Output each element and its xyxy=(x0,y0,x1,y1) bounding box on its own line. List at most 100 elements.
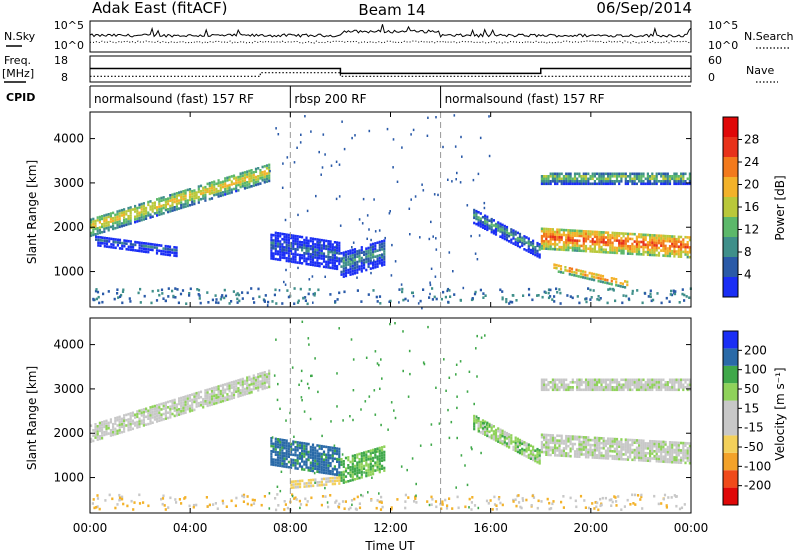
cell xyxy=(283,246,286,249)
cell xyxy=(656,292,659,295)
cell xyxy=(213,389,216,392)
cell xyxy=(604,452,607,455)
cell xyxy=(301,320,304,323)
cell xyxy=(248,183,251,186)
cell xyxy=(565,437,568,440)
cell xyxy=(306,382,309,386)
cell xyxy=(171,206,174,210)
cell xyxy=(353,261,357,264)
cell xyxy=(578,381,581,384)
cell xyxy=(151,245,154,249)
cell xyxy=(640,378,643,382)
cell xyxy=(127,418,130,421)
cell xyxy=(118,423,121,427)
cell xyxy=(197,190,200,194)
cell xyxy=(268,507,271,510)
cell xyxy=(294,483,297,486)
y-tick-label: 1000 xyxy=(53,265,84,279)
cell xyxy=(216,507,219,510)
cell xyxy=(447,300,450,304)
cell xyxy=(294,480,297,483)
cell xyxy=(129,412,132,415)
cell xyxy=(123,208,126,211)
cell xyxy=(544,291,547,294)
cell xyxy=(314,446,317,450)
cell xyxy=(638,456,641,459)
cell xyxy=(580,445,583,449)
cell xyxy=(554,388,557,392)
cell xyxy=(688,457,691,460)
cell xyxy=(260,503,263,507)
cell xyxy=(584,235,588,238)
cell xyxy=(494,230,498,234)
cell xyxy=(666,252,669,255)
cell xyxy=(624,232,627,235)
cell xyxy=(268,382,271,386)
cell xyxy=(602,437,605,440)
cell xyxy=(283,444,286,447)
cell xyxy=(98,218,101,221)
cell xyxy=(129,240,132,243)
cell xyxy=(224,383,227,386)
cell xyxy=(129,248,132,252)
cell xyxy=(652,298,655,302)
cell xyxy=(569,442,572,446)
cell xyxy=(188,193,192,196)
cell xyxy=(389,299,392,303)
cell xyxy=(598,245,601,249)
cell xyxy=(294,464,297,467)
cell xyxy=(147,211,150,214)
cell xyxy=(142,212,145,216)
cell xyxy=(95,297,98,301)
cell xyxy=(309,456,312,459)
cell xyxy=(178,413,181,416)
cell xyxy=(237,181,240,184)
cell xyxy=(584,445,588,449)
cell xyxy=(213,394,216,398)
cell xyxy=(272,450,275,453)
cell xyxy=(576,241,579,245)
cell xyxy=(668,182,672,186)
cell xyxy=(668,240,672,243)
cell xyxy=(618,249,621,252)
cell xyxy=(662,239,665,243)
cell xyxy=(369,254,372,257)
cell xyxy=(618,180,621,183)
cell xyxy=(545,438,548,442)
cell xyxy=(600,446,603,450)
cell xyxy=(132,243,135,246)
cell xyxy=(120,214,123,217)
cell xyxy=(626,378,630,382)
cell xyxy=(101,225,104,229)
cell xyxy=(287,460,290,464)
cell xyxy=(128,297,131,300)
cell xyxy=(576,239,579,242)
cpid-panel: CPID normalsound (fast) 157 RF rbsp 200 R… xyxy=(6,85,691,108)
cell xyxy=(508,433,511,436)
cell xyxy=(402,298,405,302)
cell xyxy=(549,386,552,389)
cell xyxy=(372,242,375,246)
cell xyxy=(318,241,321,244)
cell xyxy=(680,383,683,387)
cell xyxy=(599,277,602,280)
cell xyxy=(327,240,330,243)
cell xyxy=(404,506,407,510)
cell xyxy=(171,248,174,252)
cell xyxy=(602,180,605,183)
power-cells xyxy=(90,112,692,310)
cell xyxy=(309,445,312,449)
cell xyxy=(311,448,315,452)
cell xyxy=(275,302,278,305)
cell xyxy=(499,225,502,228)
cell xyxy=(120,211,123,215)
cell xyxy=(283,454,286,458)
cell xyxy=(666,175,669,178)
cell xyxy=(290,260,293,263)
cell xyxy=(327,466,330,470)
cell xyxy=(631,180,634,183)
cell xyxy=(585,297,588,300)
cell xyxy=(327,480,330,483)
cell xyxy=(171,399,174,402)
cell xyxy=(118,212,121,215)
